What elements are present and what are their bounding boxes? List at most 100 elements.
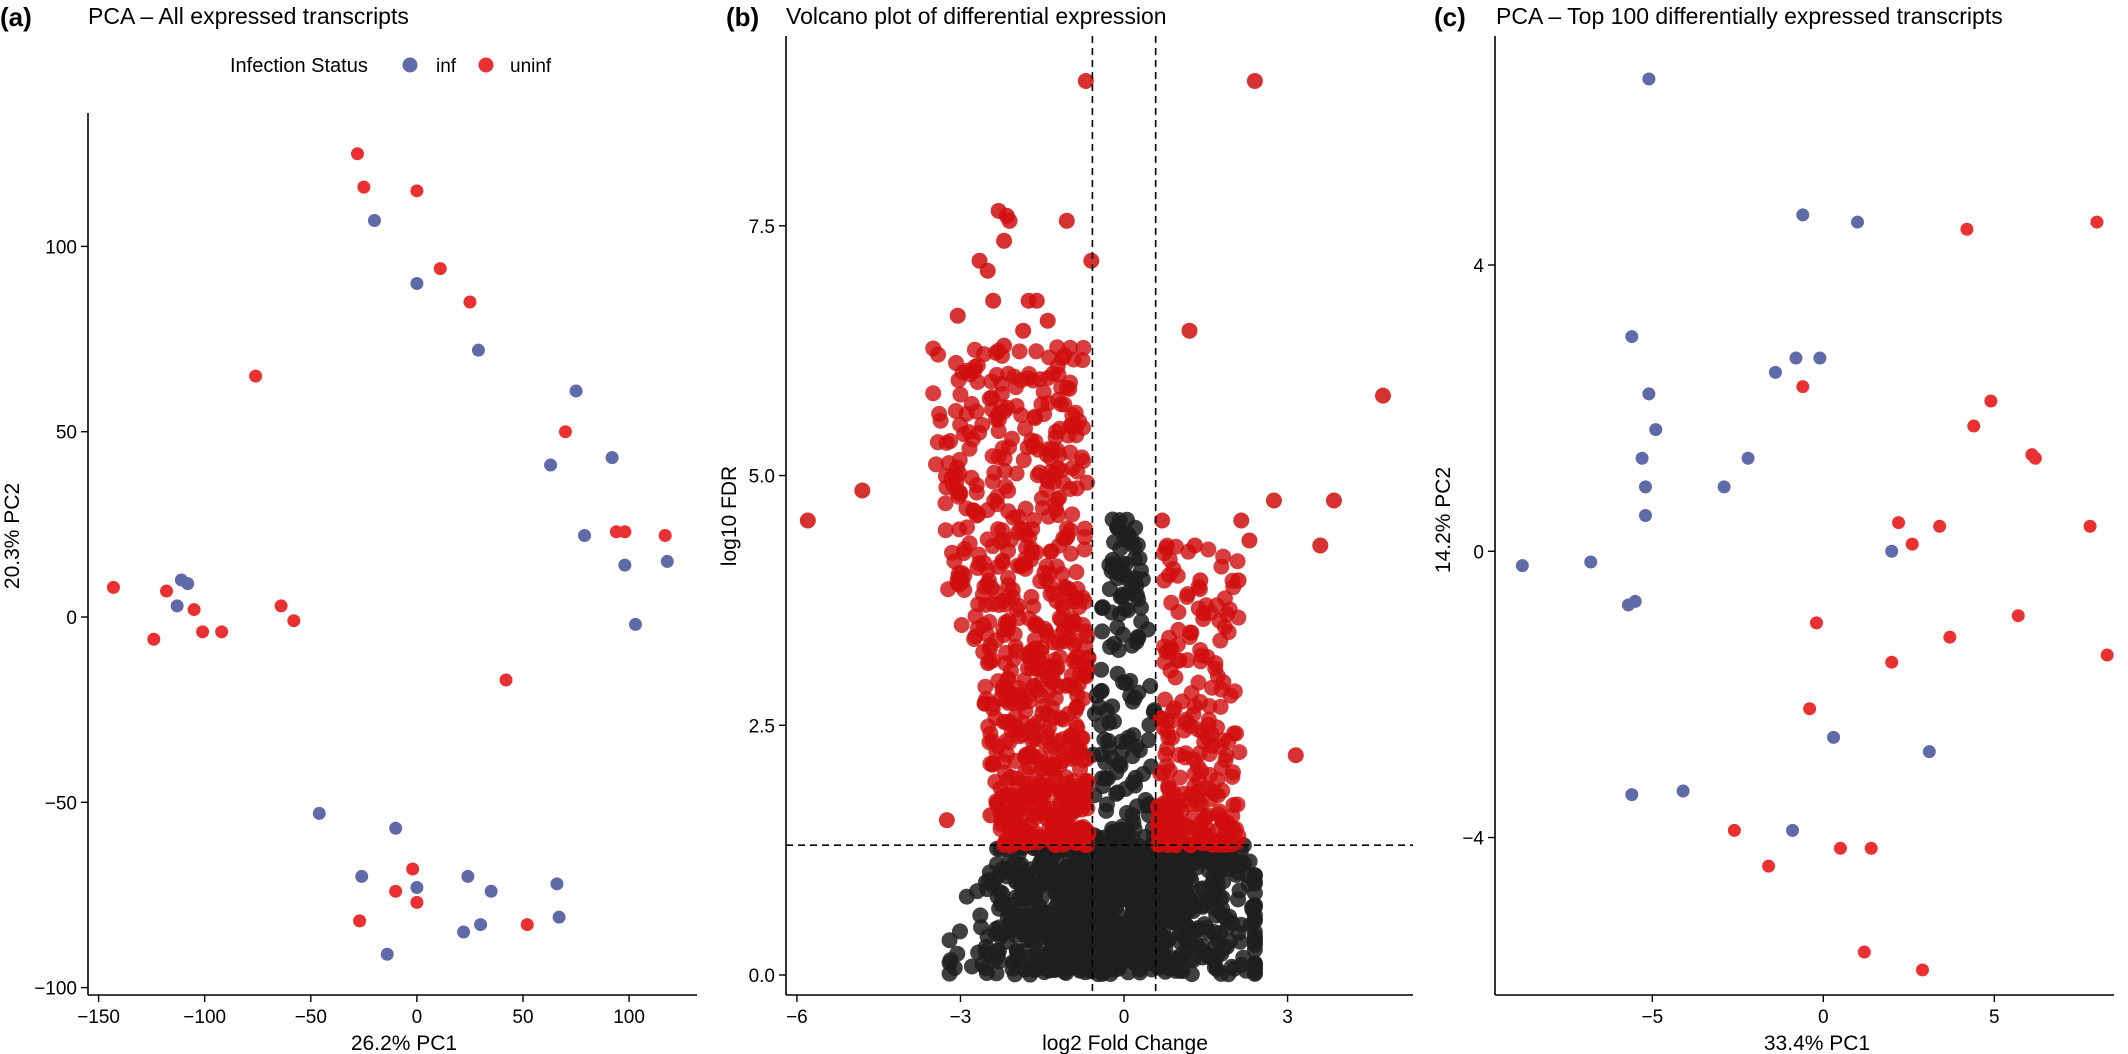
panel-a-point-inf — [660, 554, 674, 568]
panel-c-point-inf — [1515, 559, 1529, 573]
panel-c-point-uninf — [1727, 823, 1741, 837]
volcano-point-nonsig — [1093, 661, 1110, 678]
volcano-point-sig — [1083, 252, 1100, 269]
panel-a-point-uninf — [389, 884, 403, 898]
volcano-point-sig — [1047, 835, 1064, 852]
panel-b: (b) Volcano plot of differential express… — [718, 2, 1413, 1054]
volcano-point-nonsig — [1244, 901, 1261, 918]
volcano-point-nonsig — [1208, 907, 1225, 924]
volcano-point-sig — [1075, 690, 1092, 707]
volcano-point-nonsig — [1142, 677, 1159, 694]
volcano-point-nonsig — [1081, 927, 1098, 944]
volcano-point-nonsig — [1104, 930, 1121, 947]
volcano-point-nonsig — [1105, 713, 1122, 730]
volcano-point-sig — [1181, 628, 1198, 645]
volcano-point-sig — [995, 621, 1012, 638]
volcano-point-sig — [1186, 766, 1203, 783]
volcano-point-sig — [1181, 322, 1198, 339]
volcano-point-sig — [1287, 747, 1304, 764]
volcano-point-sig — [1068, 737, 1085, 754]
volcano-point-nonsig — [973, 919, 990, 936]
panel-b-label: (b) — [726, 2, 759, 32]
volcano-point-nonsig — [1093, 717, 1110, 734]
panel-c-point-uninf — [1762, 859, 1776, 873]
volcano-point-nonsig — [972, 907, 989, 924]
volcano-point-nonsig — [1125, 727, 1142, 744]
volcano-point-sig — [984, 652, 1001, 669]
volcano-point-nonsig — [1131, 550, 1148, 567]
panel-c-point-inf — [1649, 423, 1663, 437]
volcano-point-nonsig — [1188, 921, 1205, 938]
volcano-point-sig — [1055, 745, 1072, 762]
volcano-point-nonsig — [1086, 705, 1103, 722]
volcano-point-sig — [1066, 632, 1083, 649]
volcano-point-sig — [1017, 550, 1034, 567]
volcano-point-sig — [1207, 655, 1224, 672]
volcano-point-sig — [1150, 811, 1167, 828]
panel-a-point-inf — [461, 869, 475, 883]
volcano-point-sig — [1076, 795, 1093, 812]
volcano-point-sig — [1070, 598, 1087, 615]
volcano-point-sig — [1026, 631, 1043, 648]
volcano-point-sig — [1044, 658, 1061, 675]
volcano-point-sig — [1209, 719, 1226, 736]
volcano-point-sig — [1063, 617, 1080, 634]
volcano-point-sig — [995, 592, 1012, 609]
volcano-point-nonsig — [1015, 885, 1032, 902]
volcano-point-sig — [1039, 706, 1056, 723]
volcano-point-nonsig — [989, 856, 1006, 873]
volcano-point-sig — [799, 512, 816, 529]
legend-marker-uninf — [478, 57, 494, 73]
volcano-point-sig — [1028, 343, 1045, 360]
volcano-point-sig — [1233, 512, 1250, 529]
volcano-point-sig — [1077, 72, 1094, 89]
volcano-point-nonsig — [1122, 672, 1139, 689]
volcano-point-nonsig — [1077, 912, 1094, 929]
volcano-point-nonsig — [1106, 534, 1123, 551]
volcano-point-sig — [1020, 759, 1037, 776]
volcano-point-sig — [1048, 593, 1065, 610]
volcano-point-nonsig — [941, 932, 958, 949]
volcano-point-sig — [951, 521, 968, 538]
volcano-point-nonsig — [1208, 961, 1225, 978]
volcano-point-nonsig — [977, 960, 994, 977]
volcano-point-sig — [1225, 796, 1242, 813]
panel-a-point-inf — [569, 384, 583, 398]
volcano-point-nonsig — [1204, 887, 1221, 904]
volcano-point-sig — [1228, 821, 1245, 838]
volcano-point-nonsig — [1117, 880, 1134, 897]
volcano-point-sig — [1059, 813, 1076, 830]
volcano-point-nonsig — [951, 923, 968, 940]
panel-a-point-inf — [471, 343, 485, 357]
volcano-point-sig — [1015, 794, 1032, 811]
volcano-point-sig — [1003, 722, 1020, 739]
panel-a-point-uninf — [350, 147, 364, 161]
panel-c-point-inf — [1621, 598, 1635, 612]
panel-c-point-uninf — [1967, 419, 1981, 433]
panel-a-x-tick-label: −100 — [183, 1007, 226, 1028]
volcano-point-sig — [1218, 606, 1235, 623]
panel-c-x-tick-label: 0 — [1818, 1007, 1829, 1028]
volcano-point-nonsig — [1232, 933, 1249, 950]
volcano-point-sig — [1015, 322, 1032, 339]
volcano-point-sig — [1010, 509, 1027, 526]
panel-a-point-inf — [380, 947, 394, 961]
panel-b-y-tick-label: 7.5 — [749, 217, 775, 238]
panel-b-y-tick-label: 2.5 — [749, 716, 775, 737]
panel-a-point-uninf — [499, 673, 513, 687]
panel-c-point-uninf — [1833, 841, 1847, 855]
panel-b-x-tick-label: 3 — [1282, 1007, 1293, 1028]
volcano-point-sig — [1153, 710, 1170, 727]
volcano-point-sig — [1076, 541, 1093, 558]
volcano-point-nonsig — [1094, 623, 1111, 640]
volcano-point-sig — [1062, 339, 1079, 356]
volcano-point-sig — [1189, 721, 1206, 738]
volcano-point-sig — [1075, 339, 1092, 356]
panel-a-point-uninf — [658, 528, 672, 542]
volcano-point-sig — [996, 403, 1013, 420]
volcano-point-sig — [1183, 685, 1200, 702]
volcano-point-nonsig — [1109, 619, 1126, 636]
volcano-point-sig — [1161, 567, 1178, 584]
volcano-point-sig — [1054, 783, 1071, 800]
volcano-point-sig — [984, 733, 1001, 750]
